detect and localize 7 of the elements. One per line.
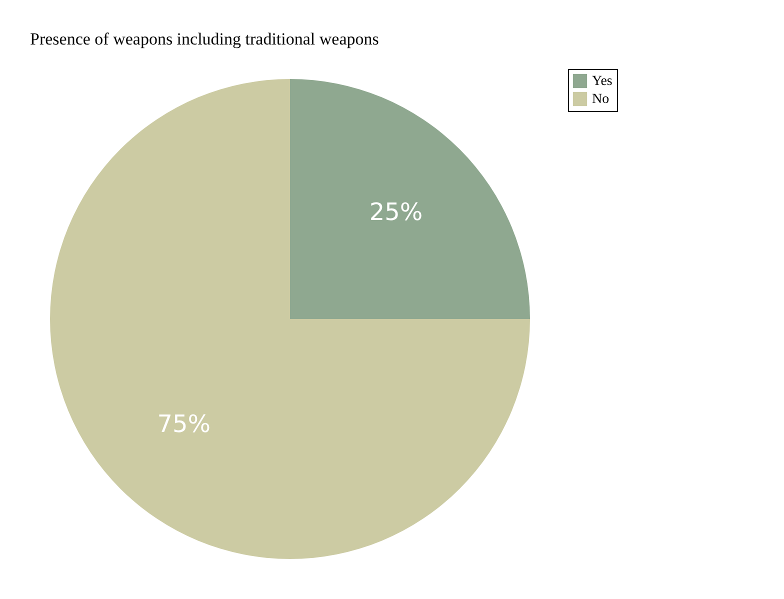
data-label: 75% [157,410,211,438]
pie-slice [290,79,530,319]
pie-slice [50,79,530,559]
legend-label: No [592,92,610,107]
legend-label: Yes [592,74,612,89]
chart-title: Presence of weapons including traditional weapons [30,30,379,48]
data-label: 25% [369,198,423,226]
